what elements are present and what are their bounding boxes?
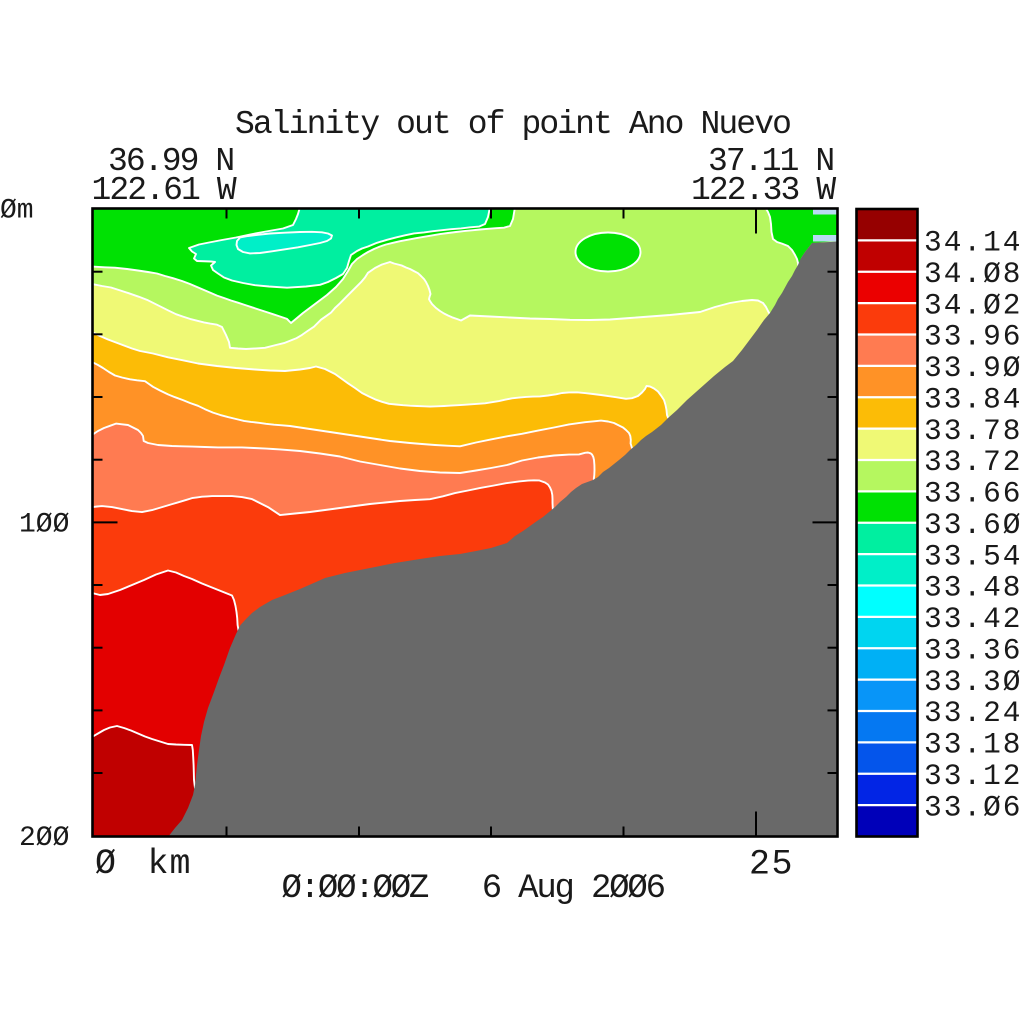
svg-text:37.11 N: 37.11 N	[708, 143, 833, 180]
svg-text:2ØØ: 2ØØ	[19, 823, 69, 854]
svg-text:km: km	[148, 844, 192, 884]
svg-text:Ø: Ø	[95, 844, 116, 884]
svg-text:122.33 W: 122.33 W	[691, 172, 836, 209]
svg-text:33.Ø6: 33.Ø6	[924, 790, 1023, 824]
svg-text:34.14: 34.14	[924, 226, 1023, 260]
svg-text:33.54: 33.54	[924, 539, 1023, 573]
svg-text:34.Ø2: 34.Ø2	[924, 288, 1023, 322]
svg-text:33.3Ø: 33.3Ø	[924, 665, 1023, 699]
svg-text:36.99 N: 36.99 N	[108, 143, 233, 180]
svg-text:122.61 W: 122.61 W	[92, 172, 237, 209]
svg-text:33.24: 33.24	[924, 696, 1023, 730]
svg-text:33.42: 33.42	[924, 602, 1023, 636]
svg-text:33.72: 33.72	[924, 445, 1023, 479]
svg-text:33.6Ø: 33.6Ø	[924, 508, 1023, 542]
svg-text:33.18: 33.18	[924, 728, 1023, 762]
svg-text:33.9Ø: 33.9Ø	[924, 351, 1023, 385]
svg-text:33.66: 33.66	[924, 477, 1023, 511]
svg-text:33.84: 33.84	[924, 382, 1023, 416]
svg-text:1ØØ: 1ØØ	[19, 510, 69, 541]
svg-text:33.78: 33.78	[924, 414, 1023, 448]
svg-text:Øm: Øm	[0, 196, 34, 227]
svg-text:33.96: 33.96	[924, 320, 1023, 354]
svg-text:33.48: 33.48	[924, 571, 1023, 605]
svg-text:33.12: 33.12	[924, 759, 1023, 793]
svg-text:34.Ø8: 34.Ø8	[924, 257, 1023, 291]
svg-text:25: 25	[749, 845, 794, 885]
svg-text:Ø:ØØ:ØØZ 6 Aug 2ØØ6: Ø:ØØ:ØØZ 6 Aug 2ØØ6	[282, 870, 665, 908]
svg-text:33.36: 33.36	[924, 633, 1023, 667]
svg-text:Salinity out of point Ano Nuev: Salinity out of point Ano Nuevo	[235, 106, 790, 143]
